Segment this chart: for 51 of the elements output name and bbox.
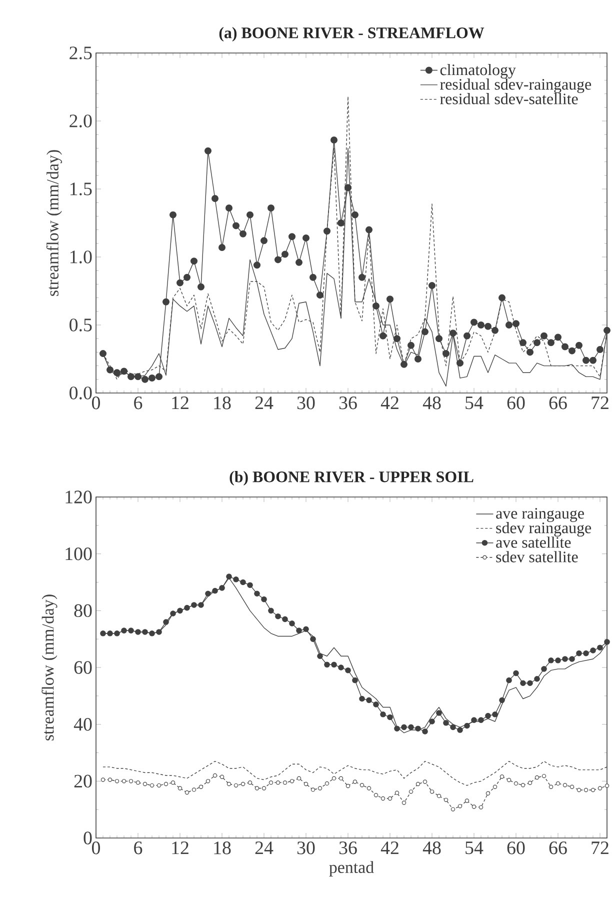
x-tick-label: 60 — [507, 842, 525, 854]
x-tick-label: 24 — [255, 842, 274, 854]
x-tick-label: 36 — [339, 396, 357, 410]
x-axis-title: pentad — [329, 861, 374, 876]
y-tick-label: 120 — [66, 490, 92, 504]
x-tick-label: 36 — [339, 842, 357, 854]
x-tick-label: 18 — [214, 396, 231, 410]
x-tick-label: 24 — [255, 396, 274, 410]
x-tick-label: 54 — [466, 842, 484, 854]
x-tick-label: 12 — [172, 842, 188, 854]
y-tick-label: 0.5 — [70, 318, 92, 332]
x-tick-label: 66 — [549, 842, 567, 854]
x-tick-label: 6 — [134, 396, 142, 410]
y-axis-title: streamflow (mm/day) — [42, 594, 58, 740]
legend-label: ave raingauge — [496, 508, 584, 522]
legend-label: climatology — [440, 64, 516, 78]
x-tick-label: 12 — [172, 396, 188, 410]
x-tick-label: 0 — [92, 842, 100, 854]
y-tick-label: 1.5 — [70, 182, 92, 196]
y-tick-label: 40 — [74, 718, 92, 731]
y-axis-title: streamflow (mm/day) — [46, 150, 62, 296]
x-tick-label: 18 — [214, 842, 231, 854]
x-tick-label: 0 — [92, 396, 100, 410]
x-tick-label: 42 — [380, 396, 398, 410]
legend-label: sdev raingauge — [496, 522, 592, 537]
x-tick-label: 66 — [549, 396, 567, 410]
x-tick-label: 30 — [297, 396, 315, 410]
y-tick-label: 80 — [74, 604, 92, 618]
y-tick-label: 1.0 — [70, 250, 92, 264]
y-tick-label: 20 — [74, 774, 92, 788]
legend-label: ave satellite — [496, 536, 571, 548]
y-tick-label: 2.5 — [70, 46, 92, 60]
chart-title: (a) BOONE RIVER - STREAMFLOW — [219, 27, 484, 42]
y-tick-label: 100 — [66, 547, 92, 560]
x-tick-label: 6 — [134, 842, 142, 854]
x-tick-label: 48 — [422, 842, 441, 854]
x-tick-label: 30 — [297, 842, 315, 854]
legend-label: sdev satellite — [496, 551, 578, 562]
y-tick-label: 0 — [84, 832, 92, 844]
x-tick-label: 60 — [507, 396, 525, 410]
x-tick-label: 42 — [380, 842, 398, 854]
x-tick-label: 72 — [592, 842, 608, 854]
chart-title: (b) BOONE RIVER - UPPER SOIL — [230, 471, 474, 486]
x-tick-label: 72 — [592, 396, 608, 410]
y-tick-label: 0.0 — [70, 386, 92, 400]
x-tick-label: 48 — [422, 396, 441, 410]
legend-label: residual sdev-satellite — [440, 93, 578, 104]
y-tick-label: 60 — [74, 661, 92, 674]
y-tick-label: 2.0 — [70, 114, 92, 128]
legend-label: residual sdev-raingauge — [440, 78, 592, 94]
x-tick-label: 54 — [466, 396, 484, 410]
